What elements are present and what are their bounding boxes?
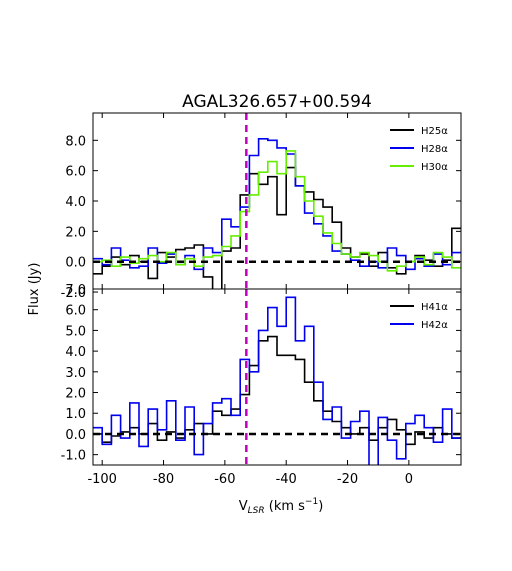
y-tick-label: 2.0 <box>65 387 86 402</box>
x-axis-label: VLSR (km s−1) <box>239 497 324 516</box>
y-tick-label: 4.0 <box>65 345 86 360</box>
legend: H41α H42α <box>390 302 448 331</box>
y-tick-label: 1.0 <box>65 407 86 422</box>
series-group <box>93 138 461 289</box>
x-tick-label: -20 <box>337 472 358 487</box>
y-tick-label: 5.0 <box>65 324 86 339</box>
y-tick-label: 2.0 <box>65 225 86 240</box>
bottom-panel: -1.0 0.0 1.0 2.0 3.0 4.0 5.0 6.0 7.0 -100 -80 -60 -4… <box>61 283 462 487</box>
y-tick-label: 6.0 <box>65 165 86 180</box>
y-tick-label: -1.0 <box>61 449 86 464</box>
chart-title: AGAL326.657+00.594 <box>182 92 372 112</box>
top-panel: -2.0 0.0 2.0 4.0 6.0 8.0 H25α H28α H30α <box>61 112 462 301</box>
y-tick-label: 3.0 <box>65 366 86 381</box>
y-tick-label: -2.0 <box>61 286 86 301</box>
y-tick-label: 0.0 <box>65 428 86 443</box>
y-tick-label: 0.0 <box>65 256 86 271</box>
x-tick-label: -40 <box>276 472 297 487</box>
series-line-H25α <box>93 166 461 289</box>
legend-label: H25α <box>421 126 448 137</box>
y-tick-label: 8.0 <box>65 134 86 149</box>
y-tick-label: 7.0 <box>65 283 86 298</box>
x-tick-label: -100 <box>87 472 117 487</box>
y-tick-label: 4.0 <box>65 195 86 210</box>
legend-label: H30α <box>421 162 448 173</box>
series-line-H30α <box>93 150 461 272</box>
series-line-H42α <box>93 296 461 465</box>
legend-label: H42α <box>421 320 448 331</box>
y-tick-label: 6.0 <box>65 304 86 319</box>
x-tick-label: -80 <box>153 472 174 487</box>
series-group <box>93 296 461 465</box>
legend-label: H41α <box>421 302 448 313</box>
legend: H25α H28α H30α <box>390 126 448 173</box>
series-line-H28α <box>93 138 461 271</box>
legend-label: H28α <box>421 144 448 155</box>
y-axis-label: Flux (Jy) <box>27 263 42 316</box>
x-tick-label: 0 <box>405 472 413 487</box>
x-tick-label: -60 <box>214 472 235 487</box>
plot-frame <box>92 288 462 466</box>
